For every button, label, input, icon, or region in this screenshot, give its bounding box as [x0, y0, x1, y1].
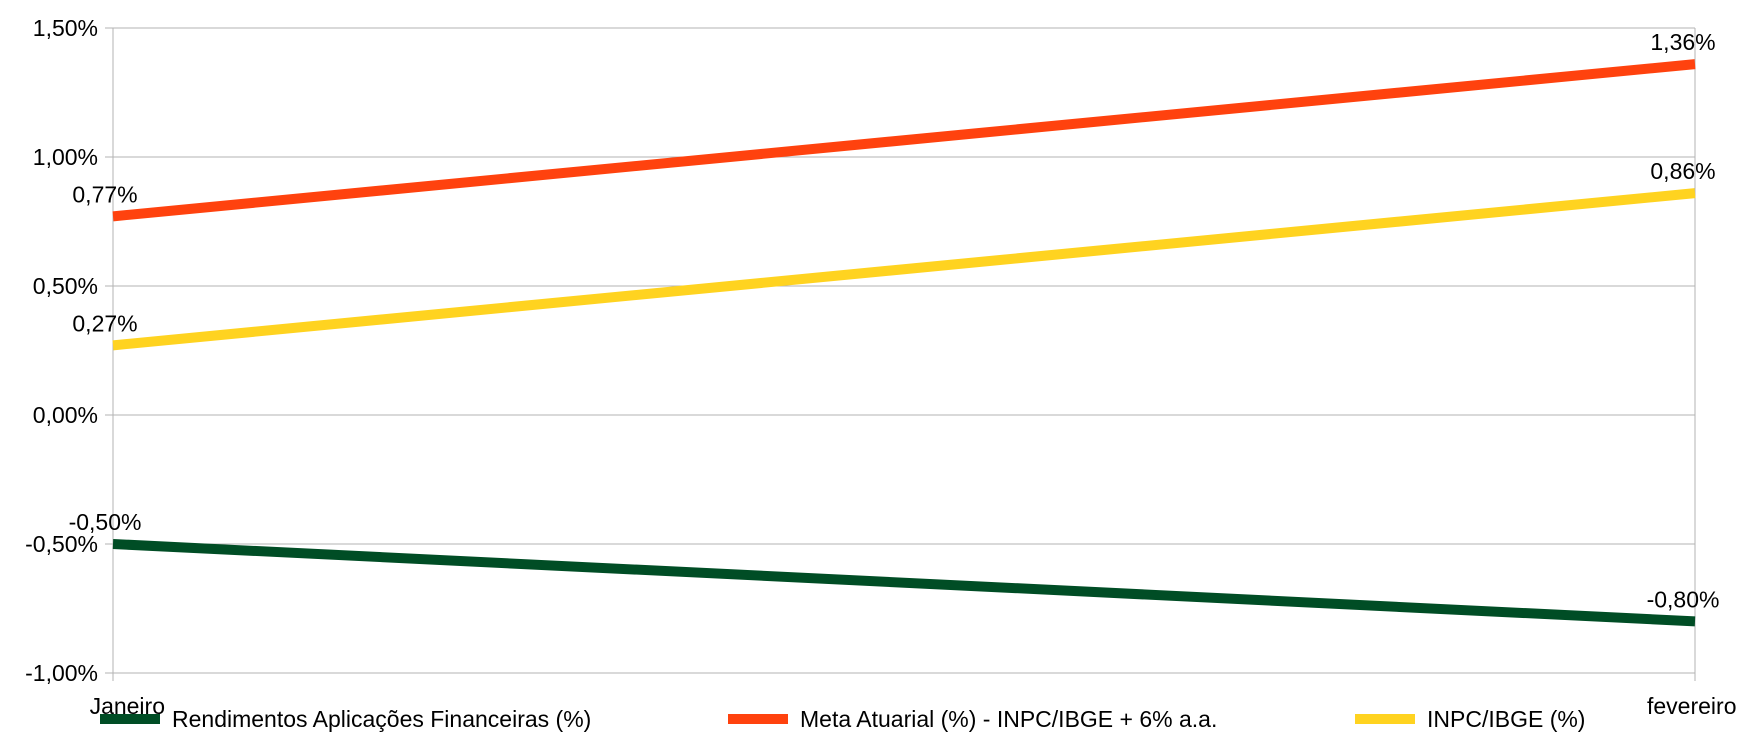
legend-label: Rendimentos Aplicações Financeiras (%) — [172, 706, 591, 732]
y-tick-label: 1,50% — [33, 15, 98, 41]
y-tick-label: -0,50% — [25, 531, 98, 557]
y-tick-label: 0,00% — [33, 402, 98, 428]
legend-label: Meta Atuarial (%) - INPC/IBGE + 6% a.a. — [800, 706, 1217, 732]
y-tick-label: 1,00% — [33, 144, 98, 170]
y-tick-label: -1,00% — [25, 660, 98, 686]
series-line — [112, 59, 1696, 222]
data-label: 1,36% — [1650, 29, 1715, 55]
y-tick-label: 0,50% — [33, 273, 98, 299]
data-label: 0,86% — [1650, 158, 1715, 184]
x-tick-label: fevereiro — [1647, 693, 1736, 719]
data-label: 0,77% — [72, 181, 137, 207]
legend: Rendimentos Aplicações Financeiras (%) Me… — [100, 706, 1585, 732]
series-line — [112, 539, 1696, 627]
data-labels: -0,50% -0,80% 0,77% 1,36% 0,27% 0,86% — [69, 29, 1720, 612]
series-lines — [112, 59, 1696, 627]
axes — [105, 27, 1696, 681]
series-line — [112, 188, 1696, 351]
data-label: 0,27% — [72, 310, 137, 336]
data-label: -0,80% — [1647, 586, 1720, 612]
data-label: -0,50% — [69, 509, 142, 535]
legend-label: INPC/IBGE (%) — [1427, 706, 1585, 732]
grid-lines — [113, 27, 1695, 674]
y-tick-labels: -1,00% -0,50% 0,00% 0,50% 1,00% 1,50% — [25, 15, 98, 686]
